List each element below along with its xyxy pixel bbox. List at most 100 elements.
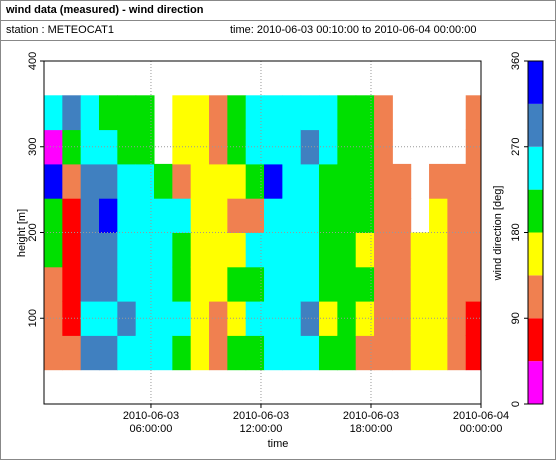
cell <box>44 266 63 302</box>
colorbar-tick-label: 90 <box>510 312 522 324</box>
cell <box>282 95 302 131</box>
cell <box>374 335 393 371</box>
cell <box>465 232 481 268</box>
cell <box>190 335 210 371</box>
cell <box>374 266 393 302</box>
cell <box>190 95 210 131</box>
cell <box>282 232 302 268</box>
cell <box>465 163 481 199</box>
cell <box>245 232 265 268</box>
x-tick-label: 2010-06-03 06:00:00 <box>122 410 180 435</box>
cell <box>300 163 320 199</box>
cell <box>300 232 320 268</box>
cell <box>172 232 192 268</box>
cell <box>465 301 481 336</box>
cell <box>429 266 448 302</box>
colorbar-label: wind direction [deg] <box>492 186 504 282</box>
x-tick-label: 2010-06-03 12:00:00 <box>232 410 290 435</box>
cell <box>337 95 357 131</box>
cell <box>447 335 467 371</box>
cell <box>80 129 100 165</box>
colorbar-bin <box>528 232 543 276</box>
cell <box>135 129 155 165</box>
colorbar-bin <box>528 103 543 147</box>
cell <box>190 198 210 233</box>
cell <box>172 301 192 336</box>
cell <box>264 232 283 268</box>
cell <box>209 266 228 302</box>
y-tick-label: 100 <box>27 309 39 327</box>
cell <box>282 163 302 199</box>
colorbar-tick-label: 180 <box>510 223 522 241</box>
cell <box>62 266 82 302</box>
cell <box>245 335 265 371</box>
cell <box>300 301 320 336</box>
cell <box>117 266 137 302</box>
cell <box>245 198 265 233</box>
cell <box>154 335 173 371</box>
cell <box>190 266 210 302</box>
cell <box>44 335 63 371</box>
cell <box>337 335 357 371</box>
cell <box>154 301 173 336</box>
cell <box>135 95 155 131</box>
cell <box>319 266 338 302</box>
cell <box>429 232 448 268</box>
cell <box>117 163 137 199</box>
cell <box>447 163 467 199</box>
cell <box>374 95 393 131</box>
cell <box>319 335 338 371</box>
cell <box>392 335 412 371</box>
cell <box>447 232 467 268</box>
cell <box>44 95 63 131</box>
cell <box>282 335 302 371</box>
cell <box>80 198 100 233</box>
cell <box>465 266 481 302</box>
colorbar-bin <box>528 361 543 404</box>
cell <box>465 129 481 165</box>
station: station : METEOCAT1 <box>6 24 114 36</box>
colorbar-bin <box>528 61 543 104</box>
cell <box>282 129 302 165</box>
cell <box>355 232 375 268</box>
cell <box>319 198 338 233</box>
cell <box>319 301 338 336</box>
cell <box>209 163 228 199</box>
title: wind data (measured) - wind direction <box>1 1 555 21</box>
cell <box>245 129 265 165</box>
cell <box>209 232 228 268</box>
cell <box>245 163 265 199</box>
cell <box>337 266 357 302</box>
cell <box>410 266 430 302</box>
cell <box>44 198 63 233</box>
cell <box>319 95 338 131</box>
cell <box>465 335 481 371</box>
cell <box>80 163 100 199</box>
cell <box>62 95 82 131</box>
cell <box>172 95 192 131</box>
cell <box>374 163 393 199</box>
cell <box>172 198 192 233</box>
cell <box>80 232 100 268</box>
colorbar-bin <box>528 318 543 362</box>
cell <box>319 232 338 268</box>
cell <box>264 198 283 233</box>
cell <box>429 301 448 336</box>
cell <box>392 232 412 268</box>
cell <box>264 129 283 165</box>
cell <box>227 335 247 371</box>
cell <box>154 232 173 268</box>
cell <box>264 163 283 199</box>
cell <box>117 95 137 131</box>
cell <box>447 266 467 302</box>
cell <box>264 335 283 371</box>
cell <box>355 335 375 371</box>
cell <box>62 335 82 371</box>
colorbar-tick-label: 0 <box>510 401 522 407</box>
colorbar-bin <box>528 146 543 190</box>
cell <box>429 198 448 233</box>
cell <box>282 301 302 336</box>
colorbar-bin <box>528 275 543 319</box>
